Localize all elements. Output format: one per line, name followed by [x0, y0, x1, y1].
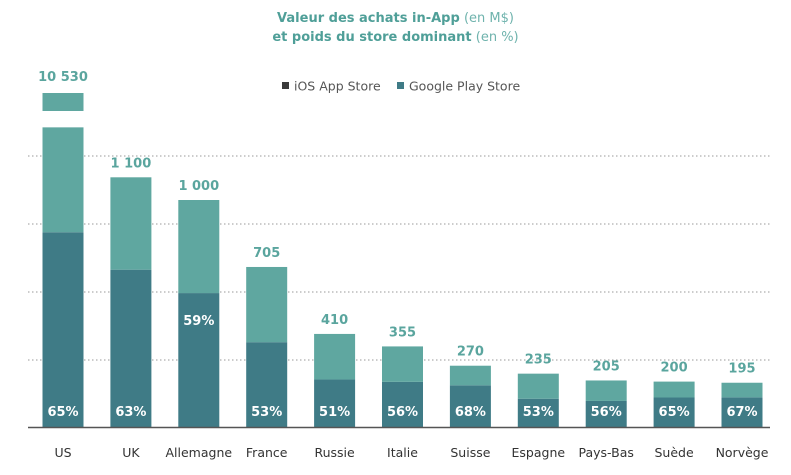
legend-label-1: iOS App Store	[294, 79, 381, 94]
share-label-8: 56%	[591, 405, 622, 420]
category-label-8: Pays-Bas	[579, 445, 634, 460]
total-label-7: 235	[525, 353, 552, 368]
bar-other-6	[449, 365, 491, 386]
category-label-1: UK	[122, 445, 140, 460]
share-label-3: 53%	[251, 405, 282, 420]
category-label-0: US	[54, 445, 71, 460]
category-label-7: Espagne	[512, 445, 566, 460]
bar-other-8	[585, 380, 627, 401]
bar-other-5	[382, 346, 423, 382]
share-label-10: 67%	[726, 405, 757, 420]
legend-swatch-1	[282, 82, 289, 89]
total-label-3: 705	[253, 246, 280, 261]
total-label-9: 200	[661, 361, 688, 376]
share-label-7: 53%	[523, 405, 554, 420]
bar-other-9	[653, 381, 695, 398]
title-line-2-unit: (en %)	[475, 30, 519, 45]
category-label-3: France	[246, 445, 288, 460]
total-label-6: 270	[457, 345, 484, 360]
share-label-1: 63%	[115, 405, 146, 420]
category-label-10: Norvège	[716, 445, 769, 460]
bar-other-0	[42, 127, 84, 233]
bar-other-10	[721, 382, 763, 398]
share-label-4: 51%	[319, 405, 350, 420]
title-line-1: Valeur des achats in-App (en M$)	[0, 9, 791, 28]
bar-dominant-2	[178, 293, 220, 427]
bar-dominant-3	[246, 342, 288, 427]
bar-break-cap-0	[42, 93, 84, 111]
bar-dominant-1	[110, 269, 152, 427]
share-label-2: 59%	[183, 314, 214, 329]
category-label-6: Suisse	[450, 445, 490, 460]
bar-dominant-7	[517, 398, 559, 427]
chart-title: Valeur des achats in-App (en M$) et poid…	[0, 9, 791, 47]
category-label-2: Allemagne	[166, 445, 233, 460]
share-label-6: 68%	[455, 405, 486, 420]
total-label-5: 355	[389, 325, 416, 340]
bar-dominant-5	[382, 381, 423, 427]
share-label-5: 56%	[387, 405, 418, 420]
category-label-9: Suède	[655, 445, 694, 460]
bar-dominant-8	[585, 400, 627, 427]
title-line-2: et poids du store dominant (en %)	[0, 28, 791, 47]
total-label-1: 1 100	[111, 156, 152, 171]
total-label-10: 195	[728, 362, 755, 377]
total-label-2: 1 000	[178, 179, 219, 194]
bar-other-2	[178, 200, 220, 294]
title-line-1-unit: (en M$)	[463, 11, 514, 26]
total-label-4: 410	[321, 313, 348, 328]
bar-dominant-6	[449, 385, 491, 427]
share-label-9: 65%	[659, 405, 690, 420]
bar-other-3	[246, 266, 288, 343]
title-line-1-text: Valeur des achats in-App	[277, 11, 460, 26]
bar-other-7	[517, 373, 559, 399]
legend-swatch-2	[397, 82, 404, 89]
bar-dominant-10	[721, 397, 763, 427]
bar-dominant-9	[653, 397, 695, 427]
bar-dominant-4	[314, 379, 356, 427]
share-label-0: 65%	[47, 405, 78, 420]
category-label-4: Russie	[314, 445, 355, 460]
total-label-0: 10 530	[38, 70, 88, 85]
bar-other-1	[110, 177, 152, 270]
total-label-8: 205	[593, 359, 620, 374]
bar-dominant-0	[42, 232, 84, 427]
bar-other-4	[314, 333, 356, 380]
legend-label-2: Google Play Store	[409, 79, 520, 94]
title-line-2-text: et poids du store dominant	[272, 30, 472, 45]
category-label-5: Italie	[387, 445, 418, 460]
